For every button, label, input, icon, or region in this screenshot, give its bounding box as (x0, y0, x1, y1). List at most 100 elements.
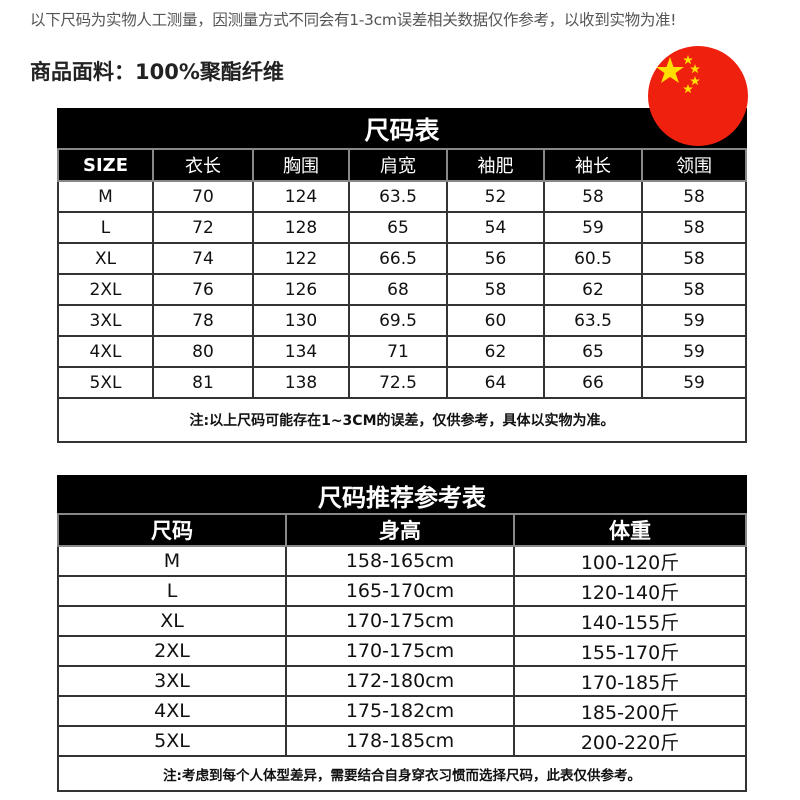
table-title-row: 尺码推荐参考表 (56, 475, 748, 515)
table-cell: XL (57, 605, 287, 637)
column-header: 衣长 (152, 148, 254, 182)
column-header: 身高 (285, 513, 515, 547)
table-cell: 72 (152, 211, 254, 244)
table-cell: 2XL (57, 273, 154, 306)
table-cell: 81 (152, 366, 254, 399)
table-row: 3XL 172-180cm 170-185斤 (57, 665, 748, 697)
table-cell: 138 (252, 366, 350, 399)
table-cell: M (57, 180, 154, 213)
measurement-notice: 以下尺码为实物人工测量，因测量方式不同会有1-3cm误差相关数据仅作参考，以收到… (30, 11, 677, 29)
table-cell: 64 (446, 366, 545, 399)
table-row: 4XL 80 134 71 62 65 59 (57, 335, 748, 368)
recommend-table: 尺码推荐参考表 尺码 身高 体重 M 158-165cm 100-120斤 L 165-170c… (56, 475, 748, 792)
table-cell: 175-182cm (285, 695, 515, 727)
table-note: 注:以上尺码可能存在1~3CM的误差，仅供参考，具体以实物为准。 (56, 397, 748, 443)
table-cell: 170-175cm (285, 605, 515, 637)
table-cell: 65 (348, 211, 448, 244)
table-cell: 56 (446, 242, 545, 275)
table-cell: 58 (640, 273, 748, 306)
table-cell: 128 (252, 211, 350, 244)
table-cell: 4XL (57, 335, 154, 368)
table-row: 3XL 78 130 69.5 60 63.5 59 (57, 304, 748, 337)
table-cell: 130 (252, 304, 350, 337)
table-row: 5XL 81 138 72.5 64 66 59 (57, 366, 748, 399)
table-cell: 59 (543, 211, 643, 244)
table-row: M 70 124 63.5 52 58 58 (57, 180, 748, 213)
table-cell: 78 (152, 304, 254, 337)
table-cell: 185-200斤 (512, 695, 748, 727)
table-cell: 65 (543, 335, 643, 368)
table-cell: 59 (640, 304, 748, 337)
table-row: 5XL 178-185cm 200-220斤 (57, 725, 748, 757)
table-cell: 70 (152, 180, 254, 213)
size-table: 尺码表 SIZE 衣长 胸围 肩宽 袖肥 袖长 领围 M 70 124 63.5 52 58 58 L 72 12… (56, 108, 748, 443)
table-cell: XL (57, 242, 154, 275)
table-cell: 58 (543, 180, 643, 213)
table-row: 2XL 76 126 68 58 62 58 (57, 273, 748, 306)
table-row: L 165-170cm 120-140斤 (57, 575, 748, 607)
column-header: 领围 (640, 148, 748, 182)
column-header: 袖长 (543, 148, 643, 182)
table-cell: 100-120斤 (512, 545, 748, 577)
table-cell: 68 (348, 273, 448, 306)
table-cell: 66.5 (348, 242, 448, 275)
table-cell: L (57, 575, 287, 607)
table-cell: M (57, 545, 287, 577)
table-cell: 59 (640, 335, 748, 368)
table-cell: 120-140斤 (512, 575, 748, 607)
table-row: L 72 128 65 54 59 58 (57, 211, 748, 244)
table-cell: 3XL (57, 304, 154, 337)
column-header: 体重 (512, 513, 748, 547)
table-cell: 5XL (57, 366, 154, 399)
table-row: XL 74 122 66.5 56 60.5 58 (57, 242, 748, 275)
fabric-info: 商品面料：100%聚酯纤维 (30, 60, 284, 84)
column-header: SIZE (57, 148, 154, 182)
table-note-row: 注:以上尺码可能存在1~3CM的误差，仅供参考，具体以实物为准。 (56, 397, 748, 443)
table-header-row: 尺码 身高 体重 (57, 513, 748, 547)
table-cell: 54 (446, 211, 545, 244)
table-cell: 122 (252, 242, 350, 275)
table-cell: 74 (152, 242, 254, 275)
china-flag-icon (648, 46, 748, 146)
table-cell: 126 (252, 273, 350, 306)
table-cell: 3XL (57, 665, 287, 697)
table-cell: 200-220斤 (512, 725, 748, 757)
table-cell: 172-180cm (285, 665, 515, 697)
table-cell: 58 (640, 242, 748, 275)
column-header: 肩宽 (348, 148, 448, 182)
table-cell: 2XL (57, 635, 287, 667)
table-cell: 62 (446, 335, 545, 368)
table-cell: 170-185斤 (512, 665, 748, 697)
table-cell: 58 (640, 180, 748, 213)
table-cell: 155-170斤 (512, 635, 748, 667)
table-cell: 4XL (57, 695, 287, 727)
table-cell: 134 (252, 335, 350, 368)
table-cell: 58 (640, 211, 748, 244)
table-cell: 66 (543, 366, 643, 399)
table-cell: 63.5 (543, 304, 643, 337)
table-cell: 63.5 (348, 180, 448, 213)
table-cell: 52 (446, 180, 545, 213)
table-cell: 165-170cm (285, 575, 515, 607)
table-cell: 178-185cm (285, 725, 515, 757)
table-title: 尺码表 (56, 108, 748, 150)
table-cell: L (57, 211, 154, 244)
table-cell: 72.5 (348, 366, 448, 399)
table-header-row: SIZE 衣长 胸围 肩宽 袖肥 袖长 领围 (57, 148, 748, 182)
table-cell: 5XL (57, 725, 287, 757)
table-cell: 59 (640, 366, 748, 399)
column-header: 尺码 (57, 513, 287, 547)
column-header: 袖肥 (446, 148, 545, 182)
table-cell: 76 (152, 273, 254, 306)
table-cell: 69.5 (348, 304, 448, 337)
table-row: XL 170-175cm 140-155斤 (57, 605, 748, 637)
table-cell: 62 (543, 273, 643, 306)
table-row: M 158-165cm 100-120斤 (57, 545, 748, 577)
table-row: 4XL 175-182cm 185-200斤 (57, 695, 748, 727)
table-cell: 140-155斤 (512, 605, 748, 637)
table-cell: 60.5 (543, 242, 643, 275)
table-cell: 71 (348, 335, 448, 368)
table-title-row: 尺码表 (56, 108, 748, 150)
table-cell: 80 (152, 335, 254, 368)
table-cell: 170-175cm (285, 635, 515, 667)
